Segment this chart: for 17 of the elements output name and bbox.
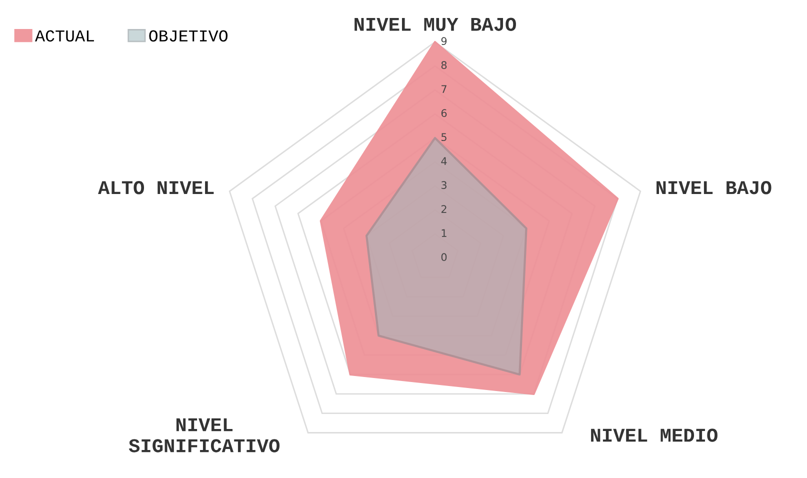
y-tick-label: 6 bbox=[441, 109, 447, 118]
y-tick-label: 2 bbox=[441, 205, 446, 213]
y-tick-label: 4 bbox=[441, 157, 447, 165]
spoke-label: NIVEL BAJO bbox=[656, 181, 772, 194]
spoke-label: NIVEL MUY BAJO bbox=[354, 18, 516, 31]
spoke-label: NIVEL MEDIO bbox=[591, 428, 718, 442]
legend-label: ACTUAL bbox=[35, 30, 94, 42]
y-tick-label: 3 bbox=[441, 181, 446, 190]
y-tick-label: 0 bbox=[441, 253, 447, 262]
y-tick-label: 5 bbox=[441, 133, 446, 142]
y-tick-label: 7 bbox=[442, 85, 446, 93]
y-tick-label: 9 bbox=[441, 37, 447, 46]
legend-label: OBJETIVO bbox=[149, 30, 228, 42]
spoke-label: ALTO NIVEL bbox=[98, 181, 214, 194]
y-tick-label: 8 bbox=[441, 61, 447, 70]
spoke-label: NIVEL SIGNIFICATIVO bbox=[128, 418, 280, 452]
y-tick-label: 1 bbox=[442, 229, 446, 237]
